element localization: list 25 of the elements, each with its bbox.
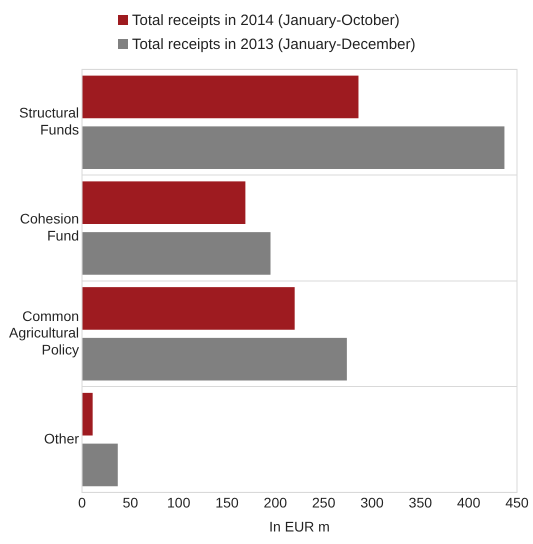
x-tick-label: 200 (264, 494, 288, 511)
x-tick-label: 400 (456, 494, 481, 511)
legend-label: Total receipts in 2014 (January-October) (132, 12, 400, 28)
bar (82, 76, 358, 118)
x-tick-label: 150 (215, 494, 239, 511)
x-tick-label: 100 (167, 494, 191, 511)
bar (82, 287, 295, 330)
x-tick-label: 250 (312, 494, 336, 511)
x-tick-label: 450 (505, 494, 529, 511)
x-axis-title: In EUR m (269, 518, 330, 534)
x-tick-label: 0 (78, 494, 86, 511)
x-tick-label: 300 (360, 494, 384, 511)
bar (82, 181, 246, 224)
bar (82, 232, 271, 275)
bar (82, 338, 347, 380)
y-tick-label: Other (44, 430, 80, 446)
bar (82, 444, 118, 486)
x-tick-label: 350 (408, 494, 432, 511)
y-tick-label: Cohesion Fund (20, 210, 80, 244)
x-tick-label: 50 (122, 494, 138, 511)
bar (82, 392, 93, 436)
legend-label: Total receipts in 2013 (January-December) (132, 36, 416, 52)
bar (82, 126, 504, 169)
y-tick-label: Common Agricultural Policy (8, 308, 80, 358)
y-tick-label: Structural Funds (19, 104, 80, 138)
